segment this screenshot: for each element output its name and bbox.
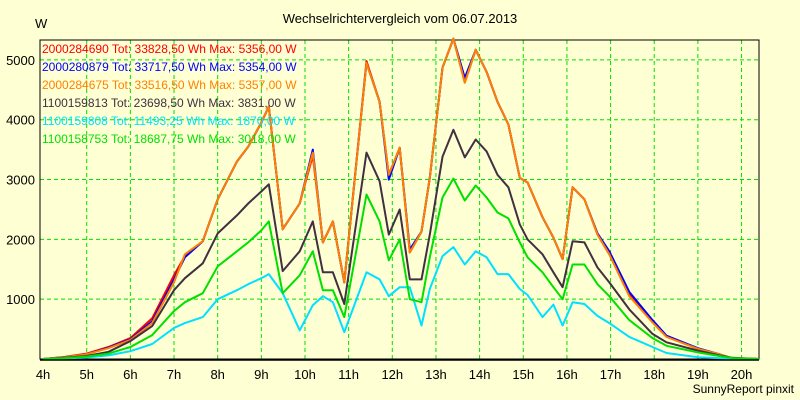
legend-entry-1100159813: 1100159813 Tot: 23698,50 Wh Max: 3831,00… [42, 96, 296, 110]
legend-entry-1100158753: 1100158753 Tot: 18687,75 Wh Max: 3018,00… [42, 132, 296, 146]
x-tick-label: 17h [600, 367, 622, 382]
legend-entry-1100159808: 1100159808 Tot: 11493,25 Wh Max: 1870,00… [42, 114, 295, 128]
series-line-2000284675 [43, 37, 760, 360]
y-axis-label: W [35, 16, 48, 31]
x-tick-label: 4h [36, 367, 50, 382]
series-line-1100159808 [43, 246, 760, 360]
x-tick-label: 5h [79, 367, 93, 382]
x-tick-label: 20h [731, 367, 753, 382]
y-tick-label: 3000 [6, 173, 35, 188]
legend-entry-2000284675: 2000284675 Tot: 33516,50 Wh Max: 5357,00… [42, 78, 297, 92]
x-tick-label: 13h [425, 367, 447, 382]
series-line-1100159813 [43, 128, 760, 360]
y-tick-label: 2000 [6, 232, 35, 247]
x-tick-label: 10h [294, 367, 316, 382]
footer-credit: SunnyReport pinxit [692, 382, 794, 396]
x-tick-label: 14h [469, 367, 491, 382]
x-tick-label: 9h [254, 367, 268, 382]
x-tick-label: 18h [643, 367, 665, 382]
legend: 2000284690 Tot: 33828,50 Wh Max: 5356,00… [42, 40, 297, 148]
y-tick-label: 4000 [6, 113, 35, 128]
legend-entry-2000280879: 2000280879 Tot: 33717,50 Wh Max: 5354,00… [42, 60, 297, 74]
x-tick-label: 8h [210, 367, 224, 382]
legend-entry-2000284690: 2000284690 Tot: 33828,50 Wh Max: 5356,00… [42, 42, 297, 56]
series-line-1100158753 [43, 177, 760, 360]
x-tick-label: 6h [123, 367, 137, 382]
x-tick-label: 15h [512, 367, 534, 382]
plot-frame [39, 39, 760, 360]
x-tick-label: 16h [556, 367, 578, 382]
x-tick-label: 7h [167, 367, 181, 382]
x-tick-label: 11h [338, 367, 359, 382]
y-tick-label: 5000 [6, 53, 35, 68]
x-tick-label: 12h [381, 367, 403, 382]
x-tick-label: 19h [687, 367, 709, 382]
chart-title: Wechselrichtervergleich vom 06.07.2013 [282, 11, 518, 26]
y-tick-label: 1000 [6, 292, 35, 307]
